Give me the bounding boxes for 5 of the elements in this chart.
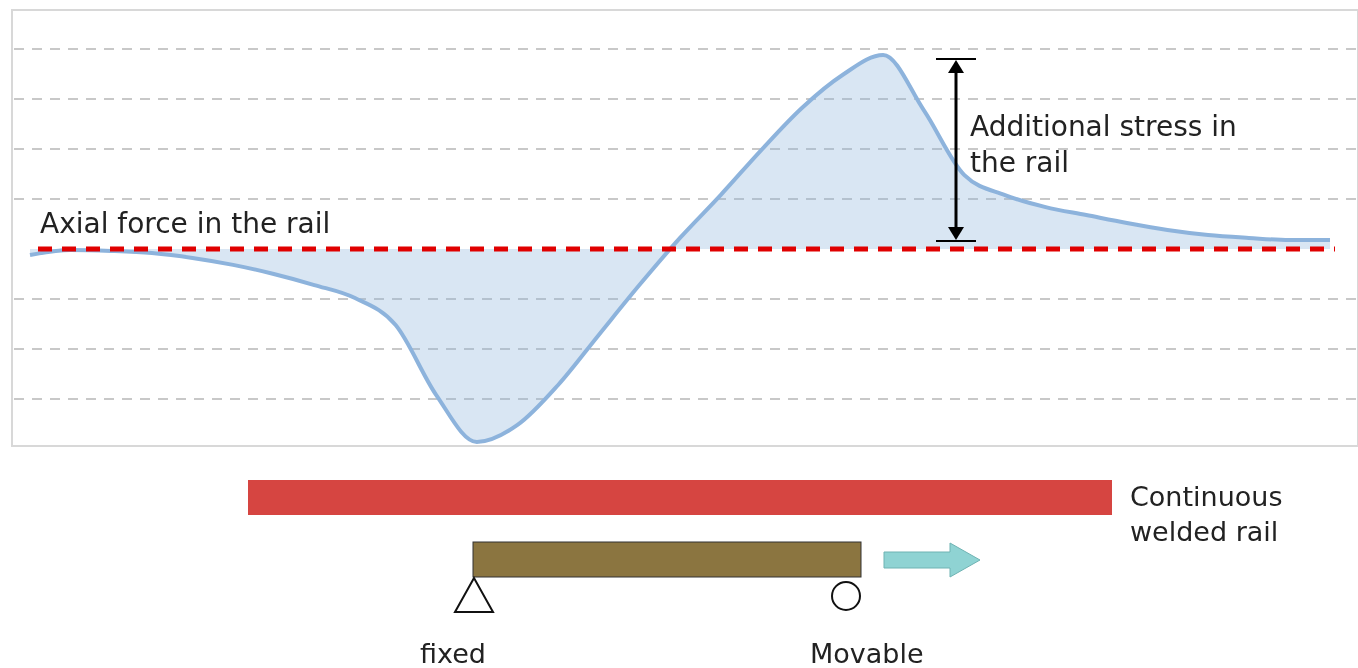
ref-line-label: Axial force in the rail <box>40 206 331 240</box>
text: Movable <box>810 638 924 668</box>
text: fixed <box>420 638 486 668</box>
text: Continuous welded rail <box>1130 481 1283 548</box>
annotation: Additional stress in the rail <box>970 110 1237 180</box>
